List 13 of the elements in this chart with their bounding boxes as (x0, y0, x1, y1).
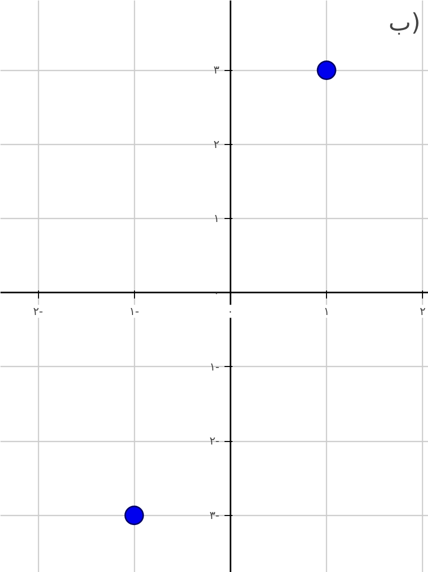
y-tick-label: ١ (213, 212, 220, 226)
y-tick-label: ٢ (213, 138, 220, 151)
y-tick-label: ٢- (209, 434, 220, 448)
y-tick-label: ٣ (213, 64, 220, 77)
y-tick-label: ٣- (209, 508, 220, 522)
x-tick-label: ١ (324, 304, 330, 318)
x-tick-label: ٢ (420, 304, 426, 318)
chart-title: ب) (388, 8, 421, 36)
y-tick-label: ٠ (213, 286, 220, 300)
x-tick-label: ١- (129, 304, 140, 318)
y-tick-label: ١- (209, 360, 220, 374)
x-tick-label: ٢- (33, 304, 43, 318)
x-tick-label: ٠ (227, 304, 234, 318)
